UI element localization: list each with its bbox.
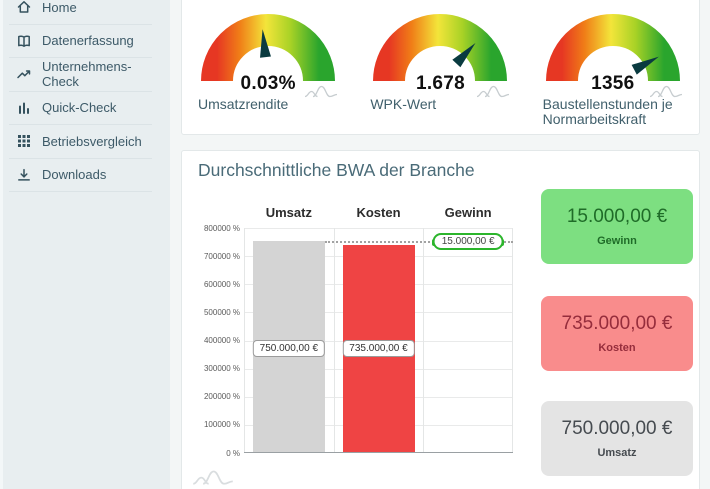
sidebar-item-quick-check[interactable]: Quick-Check [9,92,152,125]
gridline [333,228,335,452]
kpi-card-umsatz: 750.000,00 € Umsatz [541,401,693,476]
bar-value-label: 750.000,00 € [252,340,326,357]
gauge-label: Baustellenstunden je Normarbeitskraft [542,96,673,127]
grid-icon [16,133,32,149]
y-axis-tick: 800000 % [203,223,240,233]
sidebar-item-downloads[interactable]: Downloads [9,159,152,192]
sidebar-item-datenerfassung[interactable]: Datenerfassung [9,25,152,58]
trend-icon [16,66,32,82]
hills-icon [193,470,233,485]
column-header-umsatz: Umsatz [265,205,312,220]
dotted-connector [324,241,513,244]
gauge-arc [373,14,508,82]
main-content: 0.03% Umsatzrendite 1.678 WPK-Wert 1356 Bau… [170,0,710,489]
sidebar-item-label: Datenerfassung [42,33,134,49]
gauge-needle [260,29,272,58]
sidebar-item-label: Unternehmens-Check [42,59,132,90]
gridline [423,228,425,452]
bar-value-label: 735.000,00 € [342,340,415,357]
kpi-card-value: 15.000,00 € [566,206,668,227]
gauge-needle [631,56,659,75]
bwa-panel: Durchschnittliche BWA der Branche Umsatz… [181,150,700,489]
y-axis-tick: 200000 % [203,392,240,402]
y-axis-tick: 400000 % [203,336,240,345]
sidebar-nav: Home Datenerfassung Unternehmens-Check Quic… [3,0,170,192]
sidebar: Home Datenerfassung Unternehmens-Check Quic… [0,0,170,489]
kpi-card-kosten: 735.000,00 € Kosten [541,296,693,371]
sidebar-item-label: Downloads [42,167,107,183]
kpi-card-label: Kosten [598,342,636,354]
gauge-label: Umsatzrendite [198,96,289,112]
gauge-value: 1.678 [415,73,466,94]
y-axis-tick: 300000 % [203,364,240,374]
sidebar-item-label: Home [42,0,77,15]
hills-icon [476,84,510,103]
gauge-arc [545,14,680,82]
column-header-gewinn: Gewinn [444,205,492,220]
kpi-card-value: 750.000,00 € [561,418,673,439]
bars-icon [16,100,32,116]
hills-icon [304,84,338,103]
gridline [244,228,245,452]
y-axis-tick: 600000 % [203,279,240,289]
gauge-wpk-wert: 1.678 WPK-Wert [354,0,526,134]
kpi-card-label: Gewinn [597,235,637,247]
sidebar-item-unternehmens-check[interactable]: Unternehmens-Check [9,58,152,92]
kpi-card-gewinn: 15.000,00 € Gewinn [541,189,693,264]
gauge-arc [201,14,336,82]
panel-title: Durchschnittliche BWA der Branche [198,160,475,180]
gauge-needle [452,42,476,68]
y-axis-tick: 0 % [226,448,240,458]
gewinn-marker-label: 15.000,00 € [432,233,504,251]
plot-area: 15.000,00 € 750.000,00 € 735.000,00 € [244,228,513,453]
hills-icon [649,84,683,103]
bwa-chart: Umsatz Kosten Gewinn 0 % 100000 % 200000 % 300… [182,151,699,489]
gridline [244,228,513,229]
kpi-card-label: Umsatz [597,447,637,459]
book-icon [16,33,32,49]
sidebar-item-home[interactable]: Home [9,0,152,25]
sidebar-item-betriebsvergleich[interactable]: Betriebsvergleich [9,125,152,159]
y-axis-tick: 100000 % [203,420,240,430]
home-icon [16,0,32,15]
gridline [512,228,513,452]
column-header-kosten: Kosten [356,205,401,220]
y-axis-tick: 700000 % [203,251,240,261]
gauge-label: WPK-Wert [370,96,437,112]
gauge-value: 0.03% [240,73,296,94]
kpi-gauges-panel: 0.03% Umsatzrendite 1.678 WPK-Wert 1356 Bau… [181,0,700,135]
gauge-value: 1356 [591,73,635,94]
kpi-card-value: 735.000,00 € [561,313,673,334]
y-axis-tick: 500000 % [203,307,240,317]
sidebar-item-label: Betriebsvergleich [42,133,142,149]
gauge-baustellenstunden-je-normarbeitskraft: 1356 Baustellenstunden je Normarbeitskraf… [527,0,699,134]
sidebar-item-label: Quick-Check [42,100,117,116]
download-icon [16,167,32,183]
gauge-umsatzrendite: 0.03% Umsatzrendite [182,0,354,134]
